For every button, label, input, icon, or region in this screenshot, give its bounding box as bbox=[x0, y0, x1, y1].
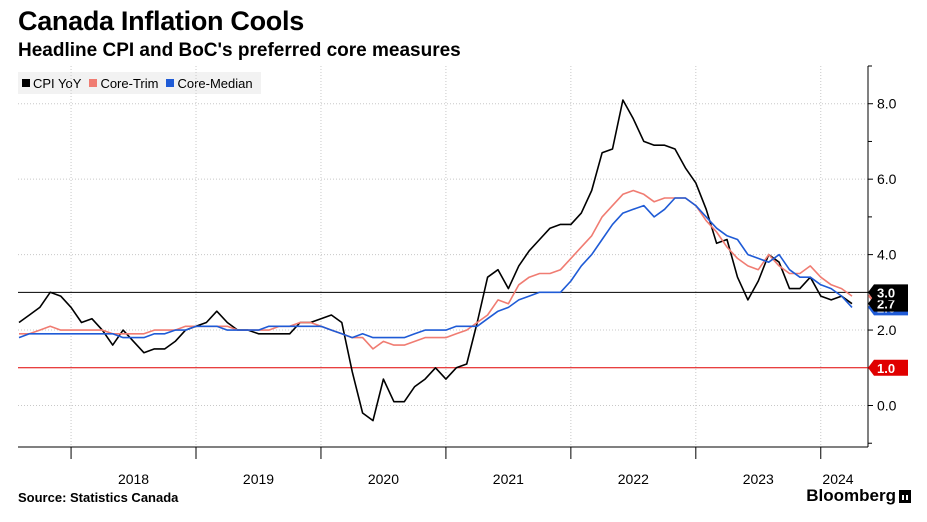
x-tick-label: 2024 bbox=[822, 471, 853, 487]
x-tick-label: 2020 bbox=[368, 471, 399, 487]
legend-swatch-cpi bbox=[22, 79, 30, 87]
reference-lower-flag bbox=[868, 359, 908, 376]
legend-swatch-core-median bbox=[166, 79, 175, 87]
legend-item-cpi[interactable]: CPI YoY bbox=[22, 76, 81, 91]
x-tick-label: 2022 bbox=[618, 471, 649, 487]
legend-label-core-median: Core-Median bbox=[177, 75, 253, 91]
legend-item-core-trim[interactable]: Core-Trim bbox=[89, 76, 158, 91]
x-tick-label: 2018 bbox=[118, 471, 149, 487]
reference-lower-label: 1.0 bbox=[877, 361, 895, 376]
brand-name: Bloomberg bbox=[806, 486, 896, 505]
terminal-icon bbox=[899, 489, 911, 503]
source-note: Source: Statistics Canada bbox=[18, 490, 179, 505]
y-tick-label: 0.0 bbox=[877, 398, 897, 414]
chart-legend: CPI YoY Core-Trim Core-Median bbox=[18, 72, 261, 94]
legend-label-cpi: CPI YoY bbox=[33, 75, 82, 91]
line-core-trim bbox=[19, 189, 853, 350]
y-tick-label: 2.0 bbox=[877, 322, 897, 338]
line-cpi-yoy bbox=[18, 99, 853, 422]
y-tick-label: 8.0 bbox=[877, 96, 897, 112]
legend-swatch-core-trim bbox=[89, 79, 98, 87]
bloomberg-logo: Bloomberg bbox=[806, 486, 911, 506]
y-tick-label: 6.0 bbox=[877, 171, 897, 187]
reference-upper-label: 3.0 bbox=[877, 285, 895, 300]
x-tick-label: 2021 bbox=[493, 471, 524, 487]
end-value-cpi-label: 2.7 bbox=[877, 297, 895, 312]
legend-label-core-trim: Core-Trim bbox=[100, 75, 159, 91]
x-tick-label: 2023 bbox=[743, 471, 774, 487]
legend-item-core-median[interactable]: Core-Median bbox=[166, 75, 253, 91]
y-tick-label: 4.0 bbox=[877, 247, 897, 263]
chart-title: Canada Inflation Cools bbox=[18, 6, 304, 36]
line-core-median bbox=[18, 197, 853, 339]
reference-upper-flag bbox=[868, 284, 908, 301]
x-tick-label: 2019 bbox=[243, 471, 274, 487]
chart-subtitle: Headline CPI and BoC's preferred core me… bbox=[18, 40, 461, 61]
